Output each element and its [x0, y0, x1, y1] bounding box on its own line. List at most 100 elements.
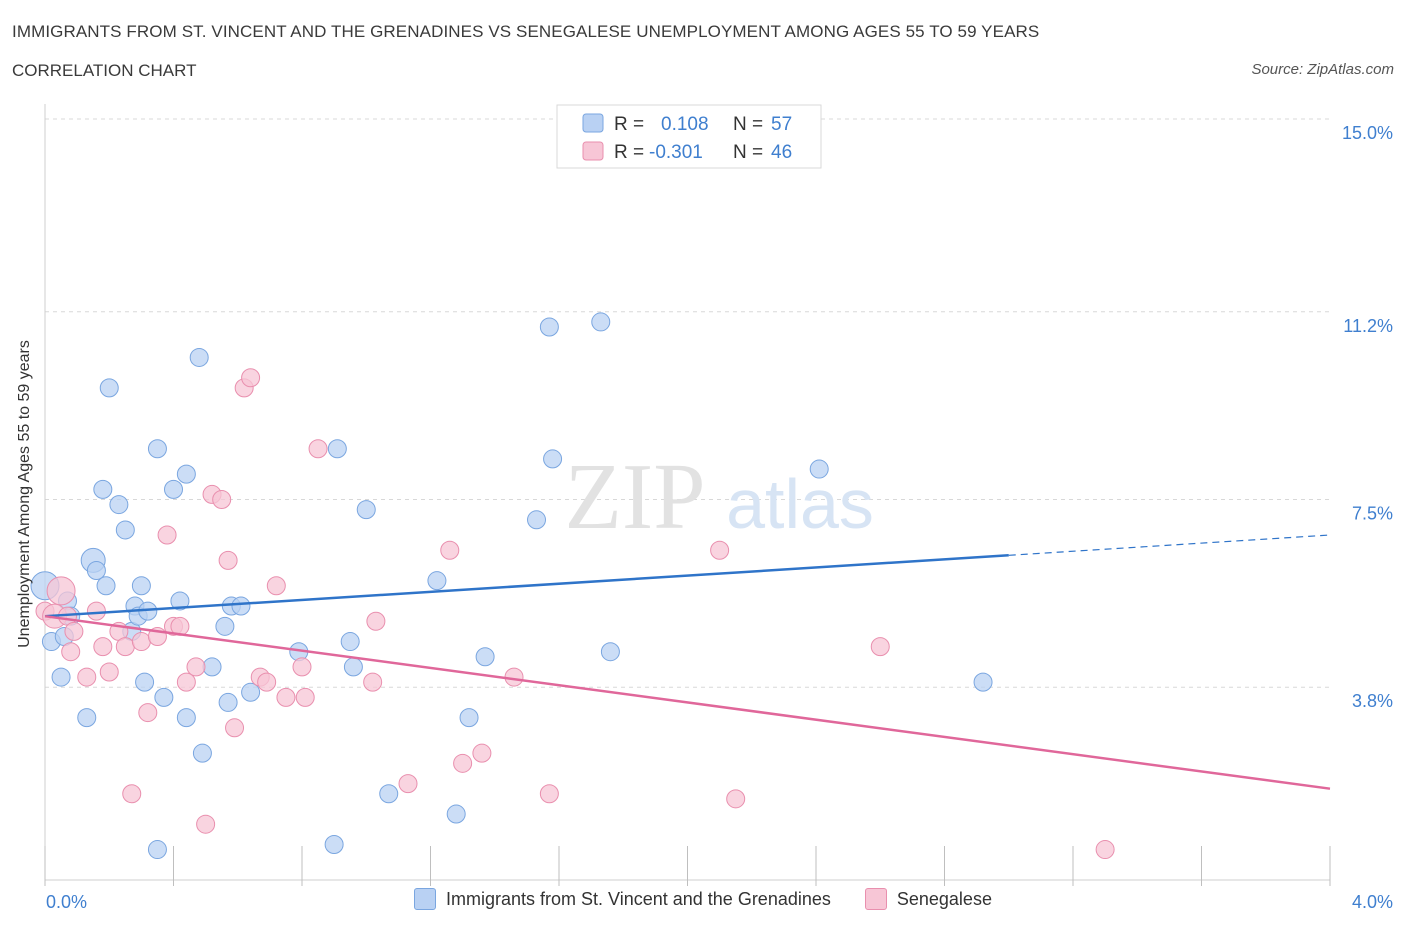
point-series1-48	[543, 449, 563, 469]
trend-line-series2	[44, 614, 1331, 790]
legend-r2-label: R =	[614, 142, 644, 163]
point-series2-13	[131, 632, 151, 652]
watermark-zip: ZIP	[565, 445, 706, 549]
y-tick-label-1: 7.5%	[1352, 504, 1393, 524]
point-series1-36	[324, 834, 344, 854]
point-series2-33	[295, 687, 315, 707]
point-series2-39	[453, 753, 473, 773]
bottom-legend-label-series1: Immigrants from St. Vincent and the Gren…	[446, 888, 831, 909]
point-series2-12	[122, 784, 142, 804]
point-series2-36	[366, 611, 386, 631]
chart-title: IMMIGRANTS FROM ST. VINCENT AND THE GREN…	[12, 22, 1040, 41]
point-series1-21	[147, 439, 167, 459]
point-series2-44	[726, 789, 746, 809]
point-series2-8	[93, 637, 113, 657]
point-series1-46	[527, 510, 547, 530]
axis-layer	[44, 104, 1331, 886]
point-series1-22	[154, 687, 174, 707]
legend-n1-label: N =	[733, 114, 763, 135]
point-series1-27	[189, 347, 209, 367]
point-series2-16	[157, 525, 177, 545]
point-series2-11	[115, 637, 135, 657]
point-series1-39	[343, 657, 363, 677]
point-series1-30	[215, 616, 235, 636]
point-series2-23	[212, 490, 232, 509]
point-series1-34	[241, 682, 261, 702]
point-series2-5	[64, 621, 84, 641]
point-series2-30	[266, 576, 286, 596]
point-series1-42	[427, 571, 447, 591]
bottom-legend-label-series2: Senegalese	[896, 888, 992, 909]
point-series2-9	[99, 662, 119, 682]
point-series1-8	[86, 561, 106, 581]
point-series2-35	[363, 672, 383, 692]
point-series1-13	[115, 520, 135, 540]
point-series1-51	[809, 459, 829, 479]
legend-r1-value: 0.108	[661, 114, 709, 135]
point-series2-43	[710, 540, 730, 560]
legend-n2-value: 46	[771, 142, 792, 163]
point-series1-10	[96, 576, 116, 596]
point-series1-33	[231, 596, 251, 616]
trend-line-series1-extension	[1008, 534, 1331, 556]
point-series2-25	[225, 718, 245, 738]
point-series2-32	[292, 657, 312, 677]
legend-r2-value: -0.301	[649, 142, 703, 163]
point-series1-17	[131, 576, 151, 596]
x-tick-label-1: 4.0%	[1352, 892, 1393, 912]
point-series2-6	[77, 667, 97, 687]
point-series2-40	[472, 743, 492, 763]
point-series2-20	[186, 657, 206, 677]
point-series2-45	[870, 637, 890, 657]
point-series1-18	[135, 672, 155, 692]
y-tick-label-2: 11.2%	[1343, 316, 1393, 336]
point-series1-20	[147, 840, 167, 860]
legend-box: R = 0.108 N = 57 R = -0.301 N = 46	[556, 104, 822, 169]
point-series1-6	[77, 708, 97, 728]
point-series1-50	[600, 642, 620, 662]
legend-n1-value: 57	[771, 114, 792, 135]
point-series2-27	[241, 368, 261, 388]
trend-line-series1	[44, 554, 1009, 618]
point-series1-47	[539, 317, 559, 337]
point-series1-41	[379, 784, 399, 804]
legend-swatch-series1	[582, 113, 604, 133]
tick-label-layer: 3.8% 7.5% 11.2% 15.0% 0.0% 4.0%	[46, 123, 1393, 912]
point-series2-14	[138, 703, 158, 723]
bottom-legend-swatch-series1	[414, 888, 437, 910]
point-series1-25	[176, 464, 196, 484]
legend-swatch-series2	[582, 141, 604, 161]
chart-subtitle: CORRELATION CHART	[12, 61, 197, 80]
point-series1-26	[176, 708, 196, 728]
watermark: ZIP atlas	[565, 445, 874, 549]
point-series1-9	[93, 479, 113, 499]
point-series2-24	[218, 550, 238, 570]
point-series1-45	[475, 647, 495, 667]
point-series1-29	[202, 657, 222, 677]
point-series1-12	[109, 495, 129, 515]
point-series1-37	[327, 439, 347, 459]
point-series2-38	[440, 540, 460, 560]
watermark-atlas: atlas	[726, 465, 874, 543]
point-series1-40	[356, 500, 376, 520]
point-series2-34	[308, 439, 328, 459]
point-series2-42	[539, 784, 559, 804]
bottom-legend-swatch-series2	[864, 888, 887, 910]
y-axis-label: Unemployment Among Ages 55 to 59 years	[16, 340, 33, 648]
point-series2-46	[1095, 840, 1115, 860]
legend-n2-label: N =	[733, 142, 763, 163]
y-tick-label-0: 3.8%	[1352, 691, 1393, 711]
point-series2-21	[196, 814, 216, 834]
point-series1-44	[459, 708, 479, 728]
point-series1-11	[99, 378, 119, 398]
point-series2-37	[398, 774, 418, 794]
point-series1-38	[340, 632, 360, 652]
point-series2-7	[86, 601, 106, 621]
y-tick-label-3: 15.0%	[1342, 123, 1393, 143]
point-series2-4	[61, 642, 81, 662]
point-series2-19	[176, 672, 196, 692]
point-series1-49	[591, 312, 611, 332]
point-series1-23	[164, 479, 183, 499]
bottom-legend-item-series2: Senegalese	[864, 888, 992, 910]
